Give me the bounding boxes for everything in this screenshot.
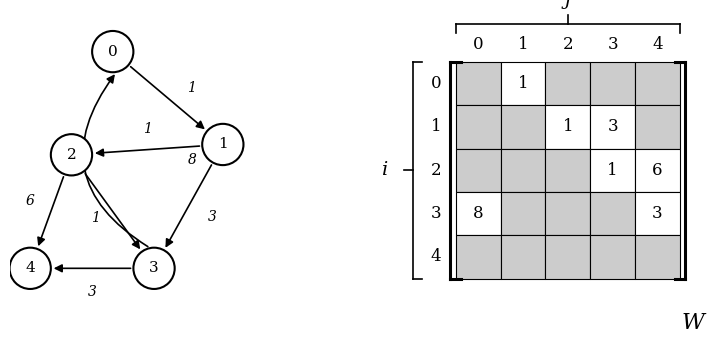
Text: W: W (682, 312, 705, 334)
Text: 0: 0 (431, 75, 441, 92)
Text: 1: 1 (187, 81, 197, 95)
Text: 3: 3 (607, 36, 618, 53)
Bar (456, 192, 501, 235)
Text: 1: 1 (607, 162, 618, 179)
Bar (590, 149, 635, 192)
Bar (456, 235, 501, 279)
Bar (590, 192, 635, 235)
Text: 3: 3 (431, 205, 441, 222)
Bar (635, 235, 680, 279)
Text: i: i (382, 161, 387, 179)
Text: 8: 8 (187, 153, 197, 167)
Bar (545, 62, 590, 105)
Bar (501, 235, 545, 279)
Bar (501, 149, 545, 192)
Text: 3: 3 (652, 205, 663, 222)
Text: 1: 1 (431, 118, 441, 136)
Bar (635, 105, 680, 149)
Bar (456, 149, 501, 192)
Bar (501, 192, 545, 235)
Circle shape (9, 248, 51, 289)
Text: 0: 0 (108, 45, 117, 58)
Text: 8: 8 (473, 205, 483, 222)
Text: j: j (565, 0, 571, 9)
Text: 0: 0 (473, 36, 483, 53)
Circle shape (202, 124, 244, 165)
Text: 2: 2 (67, 148, 76, 162)
Text: 4: 4 (652, 36, 663, 53)
Bar (456, 62, 501, 105)
Text: 4: 4 (431, 248, 441, 266)
Bar (501, 105, 545, 149)
Bar (456, 105, 501, 149)
Bar (635, 149, 680, 192)
Text: 1: 1 (142, 122, 152, 136)
Bar (545, 235, 590, 279)
Bar (545, 105, 590, 149)
Text: 3: 3 (607, 118, 618, 136)
Text: 1: 1 (562, 118, 573, 136)
Circle shape (51, 134, 92, 175)
Text: 6: 6 (652, 162, 663, 179)
Text: 3: 3 (88, 286, 97, 299)
Bar (590, 235, 635, 279)
Text: 1: 1 (218, 138, 228, 151)
Bar (590, 62, 635, 105)
Text: 6: 6 (26, 194, 35, 208)
Text: 2: 2 (431, 162, 441, 179)
Text: 1: 1 (518, 36, 528, 53)
Text: 1: 1 (91, 212, 100, 225)
Bar (501, 62, 545, 105)
Text: 3: 3 (150, 261, 159, 275)
Text: 3: 3 (208, 210, 217, 224)
Text: 2: 2 (562, 36, 573, 53)
Bar (545, 149, 590, 192)
Circle shape (133, 248, 174, 289)
Bar (545, 192, 590, 235)
Bar (635, 62, 680, 105)
Circle shape (92, 31, 133, 72)
Bar (635, 192, 680, 235)
Bar (590, 105, 635, 149)
Text: 4: 4 (26, 261, 35, 275)
Text: 1: 1 (518, 75, 528, 92)
